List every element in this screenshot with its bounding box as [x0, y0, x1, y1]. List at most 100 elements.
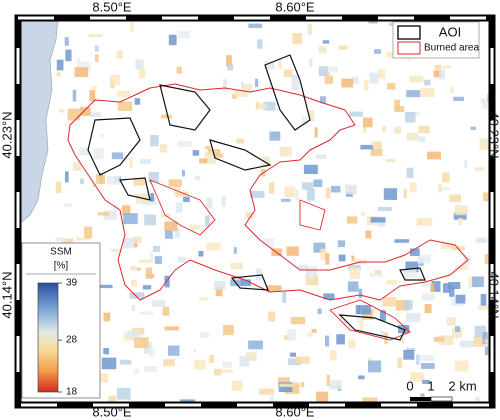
ssm-patch [482, 332, 488, 344]
ssm-patch [132, 265, 137, 272]
ssm-patch [484, 254, 492, 265]
ssm-patch [433, 71, 442, 78]
ssm-patch [153, 245, 161, 252]
ssm-patch [403, 300, 413, 310]
ssm-patch [470, 126, 476, 130]
ssm-patch [134, 368, 140, 374]
ssm-patch [370, 217, 386, 223]
ssm-patch [198, 297, 208, 301]
ssm-patch [131, 305, 136, 312]
ssm-patch [84, 226, 93, 239]
ssm-patch [418, 217, 433, 226]
ssm-patch [433, 336, 445, 342]
ssm-patch [308, 110, 315, 122]
ssm-patch [248, 340, 263, 350]
lon-label: 8.50°E [92, 0, 132, 14]
ssm-patch [439, 187, 450, 191]
ssm-patch [420, 393, 425, 397]
ssm-patch [194, 359, 206, 370]
ssm-patch [341, 78, 354, 88]
ssm-patch [162, 306, 170, 316]
ssm-patch [295, 189, 299, 200]
ssm-patch [103, 210, 117, 220]
legend-label: Burned area [424, 43, 479, 54]
ssm-patch [255, 268, 262, 281]
ssm-patch [164, 221, 178, 231]
colorbar-box [21, 242, 101, 399]
ssm-patch [59, 109, 65, 113]
ssm-patch [450, 86, 454, 94]
ssm-patch [127, 330, 142, 338]
ssm-patch [177, 256, 186, 263]
ssm-patch [72, 162, 82, 171]
ssm-patch [255, 101, 260, 110]
ssm-patch [313, 242, 326, 253]
ssm-patch [99, 133, 104, 138]
ssm-patch [55, 181, 62, 194]
ssm-patch [480, 294, 487, 306]
ssm-patch [222, 361, 232, 368]
ssm-patch [199, 158, 208, 164]
ssm-patch [233, 247, 237, 254]
ssm-patch [453, 96, 464, 101]
ssm-patch [424, 304, 432, 314]
ssm-patch [165, 230, 173, 239]
aoi-polygons [87, 54, 426, 341]
ssm-patch [282, 291, 287, 303]
ssm-patch [134, 98, 141, 105]
ssm-patch [438, 335, 454, 345]
ssm-patch [409, 75, 424, 83]
ssm-patch [144, 366, 158, 373]
ssm-patch [80, 178, 84, 185]
ssm-patch [295, 356, 310, 364]
aoi-polygon [87, 117, 141, 176]
ssm-patch [389, 22, 394, 26]
ssm-patch [246, 352, 257, 361]
ssm-patch [144, 214, 157, 226]
ssm-patch [349, 111, 363, 117]
ssm-patch [78, 147, 90, 156]
ssm-patch [403, 350, 415, 360]
colorbar-tick-label: 18 [66, 387, 78, 398]
ssm-patch [346, 216, 358, 224]
ssm-patch [123, 213, 138, 225]
scale-bar: 0 1 2 km [406, 378, 477, 402]
ssm-patch [264, 61, 275, 70]
ssm-patch [255, 78, 259, 87]
ssm-patch [418, 125, 430, 134]
ssm-patch [130, 266, 135, 270]
ssm-patch [205, 215, 210, 227]
sea [18, 18, 59, 226]
ssm-patch [131, 279, 137, 287]
ssm-patch [439, 69, 445, 80]
ssm-patch [479, 138, 492, 150]
ssm-patch [150, 135, 159, 147]
aoi-polygon [338, 314, 406, 341]
ssm-patch [245, 212, 253, 219]
scale-label: 0 [406, 378, 413, 393]
ssm-patch [129, 158, 133, 168]
ssm-patch [484, 339, 492, 344]
ssm-patch [322, 40, 330, 44]
ssm-patch [455, 326, 461, 332]
ssm-patch [183, 196, 190, 203]
ssm-patch [303, 164, 318, 174]
ssm-patch [395, 299, 410, 311]
ssm-patch [325, 335, 330, 347]
lon-label: 8.50°E [92, 404, 132, 419]
colorbar-title: SSM [50, 247, 72, 258]
ssm-patch [117, 101, 133, 111]
ssm-patch [421, 363, 435, 369]
ssm-patch [349, 267, 360, 279]
aoi-polygon [209, 139, 272, 171]
ssm-patch [325, 253, 330, 265]
ssm-patch [221, 196, 226, 207]
ssm-patch [326, 375, 330, 387]
ssm-patch [279, 146, 292, 157]
ssm-patch [117, 91, 131, 97]
ssm-patch [419, 136, 426, 143]
ssm-patch [103, 348, 109, 355]
ssm-patch [474, 325, 487, 337]
ssm-patch [267, 285, 282, 292]
